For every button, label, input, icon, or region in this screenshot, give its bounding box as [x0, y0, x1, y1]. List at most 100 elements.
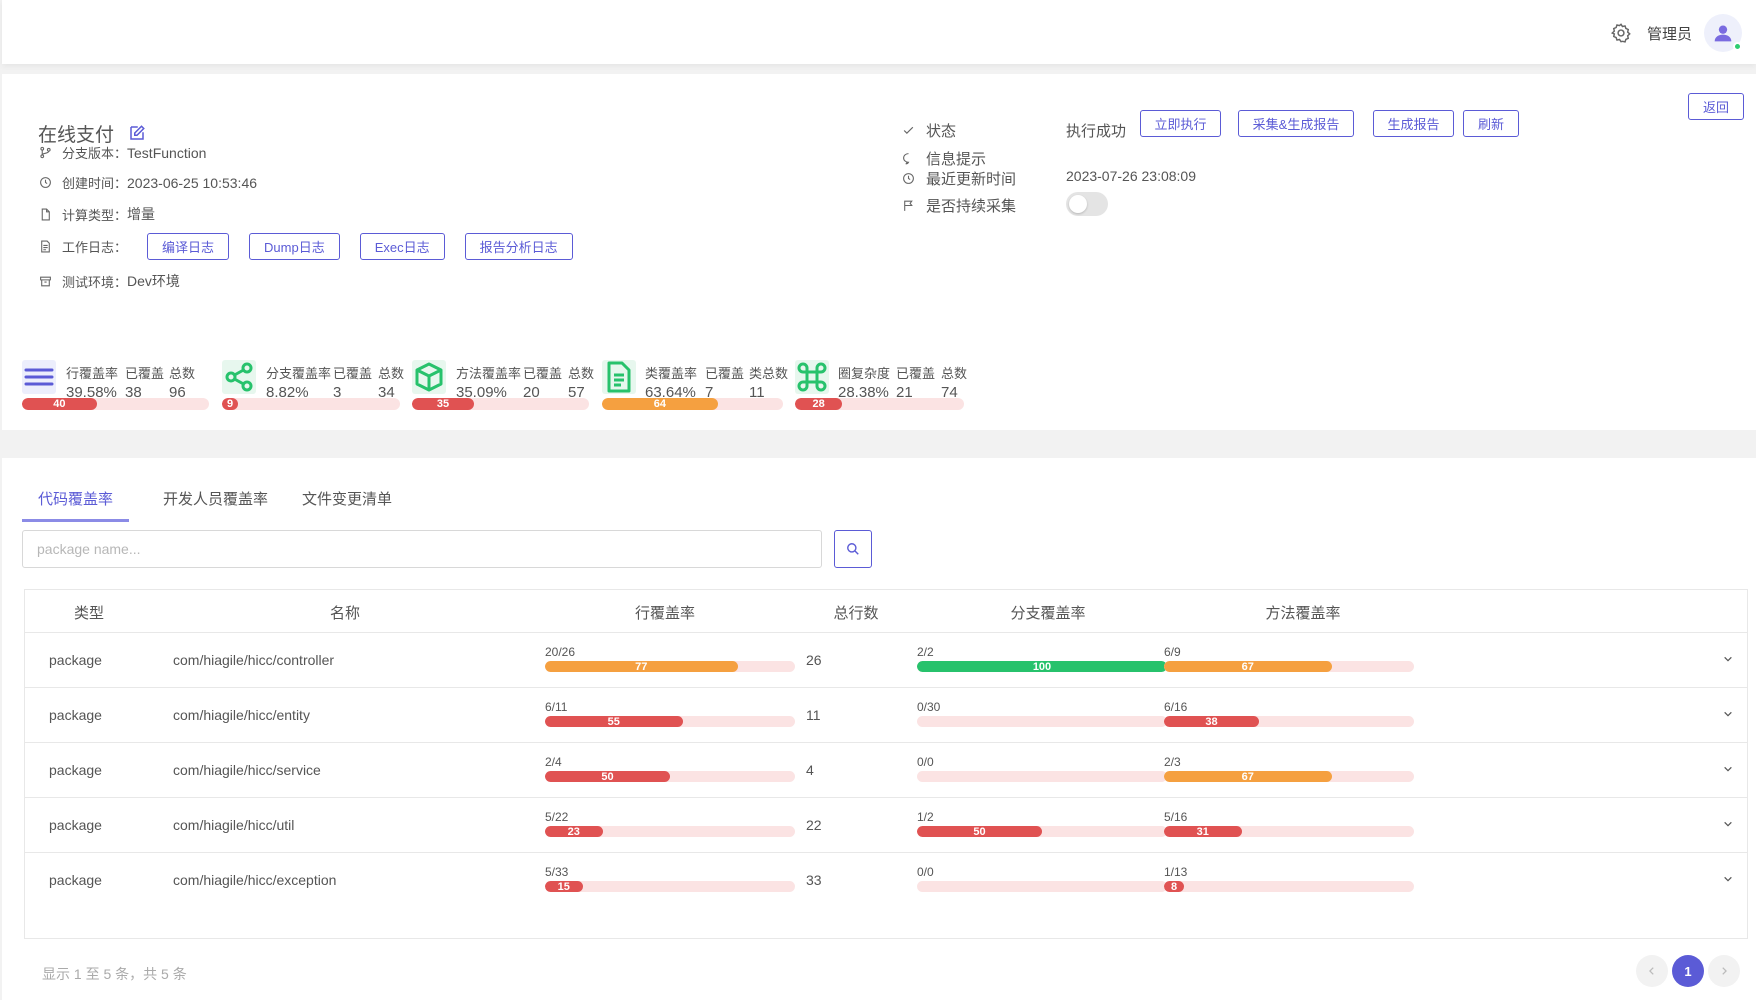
coverage-fraction: 1/13 [1164, 865, 1188, 879]
page-button-current[interactable]: 1 [1672, 955, 1704, 987]
column-header[interactable]: 方法覆盖率 [1265, 605, 1341, 622]
chevron-down-icon[interactable] [1721, 762, 1735, 776]
row-type: package [49, 762, 102, 778]
table-row[interactable]: package com/hiagile/hicc/util 5/22 23 22… [25, 798, 1747, 853]
metric-label: 已覆盖 [125, 366, 165, 381]
toggle-knob [1069, 195, 1087, 213]
edit-icon[interactable] [128, 124, 148, 144]
coverage-progress-fill: 23 [545, 826, 603, 837]
username[interactable]: 管理员 [1646, 25, 1692, 43]
file-icon [38, 207, 52, 221]
metric-value: 11 [749, 384, 765, 401]
coverage-fraction: 2/4 [545, 755, 562, 769]
row-total-lines: 4 [806, 762, 814, 778]
column-header[interactable]: 名称 [329, 605, 361, 622]
metric-value: 3 [333, 384, 342, 401]
metric-value: 57 [568, 384, 585, 401]
gear-icon[interactable] [1609, 21, 1633, 45]
row-type: package [49, 652, 102, 668]
coverage-progress-bar: 55 [545, 716, 795, 727]
tab-file-changes[interactable]: 文件变更清单 [302, 491, 393, 508]
metric-progress-fill: 9 [222, 398, 239, 410]
info-row: 信息提示 [900, 148, 986, 169]
metric-label: 类覆盖率 [645, 366, 698, 381]
search-input[interactable] [22, 530, 822, 568]
message-icon [900, 151, 916, 167]
column-header[interactable]: 行覆盖率 [634, 605, 696, 622]
chevron-down-icon[interactable] [1721, 872, 1735, 886]
metric-value: 28.38% [838, 384, 889, 401]
row-name[interactable]: com/hiagile/hicc/util [173, 817, 295, 833]
coverage-progress-bar: 15 [545, 881, 795, 892]
dump-log-button[interactable]: Dump日志 [249, 233, 340, 260]
metric-value: 63.64% [645, 384, 696, 401]
report-log-button[interactable]: 报告分析日志 [464, 233, 573, 260]
column-header[interactable]: 总行数 [833, 605, 879, 622]
coverage-progress-fill: 55 [545, 716, 683, 727]
metric-complexity: 圈复杂度 28.38% 已覆盖 21 总数 74 28 [795, 360, 975, 410]
method-coverage-cell: 2/3 67 [1164, 755, 1414, 787]
generate-report-button[interactable]: 生成报告 [1373, 110, 1454, 137]
metric-label: 总数 [941, 366, 968, 381]
coverage-progress-bar: 100 [917, 661, 1167, 672]
line-coverage-cell: 5/22 23 [545, 810, 795, 842]
coverage-fraction: 0/0 [917, 865, 934, 879]
coverage-progress-bar: 31 [1164, 826, 1414, 837]
row-name[interactable]: com/hiagile/hicc/service [173, 762, 321, 778]
method-coverage-cell: 1/13 8 [1164, 865, 1414, 897]
back-button[interactable]: 返回 [1688, 93, 1744, 120]
coverage-progress-fill: 15 [545, 881, 583, 892]
avatar[interactable] [1704, 14, 1742, 52]
metric-label: 分支覆盖率 [266, 366, 332, 381]
row-total-lines: 33 [806, 872, 822, 888]
compile-log-button[interactable]: 编译日志 [147, 233, 230, 260]
coverage-fraction: 2/3 [1164, 755, 1181, 769]
chevron-down-icon[interactable] [1721, 707, 1735, 721]
table-row[interactable]: package com/hiagile/hicc/entity 6/11 55 … [25, 688, 1747, 743]
continuous-toggle[interactable] [1066, 192, 1108, 216]
chevron-down-icon[interactable] [1721, 652, 1735, 666]
command-icon [795, 360, 831, 396]
coverage-card: 代码覆盖率 开发人员覆盖率 文件变更清单 类型 名称 行覆盖率 总行数 分支覆盖… [2, 458, 1756, 1000]
coverage-fraction: 0/30 [917, 700, 941, 714]
continuous-label: 是否持续采集 [926, 198, 1017, 215]
chevron-down-icon[interactable] [1721, 817, 1735, 831]
archive-icon [38, 274, 52, 288]
calc-value: 增量 [127, 206, 156, 222]
metric-progress-fill: 35 [412, 398, 474, 410]
next-page-button[interactable] [1708, 955, 1740, 987]
table-row[interactable]: package com/hiagile/hicc/controller 20/2… [25, 633, 1747, 688]
metric-progress-bar: 64 [602, 398, 783, 410]
metric-label: 已覆盖 [333, 366, 373, 381]
run-now-button[interactable]: 立即执行 [1140, 110, 1221, 137]
metric-value: 96 [169, 384, 186, 401]
table-row[interactable]: package com/hiagile/hicc/exception 5/33 … [25, 853, 1747, 908]
calc-label: 计算类型： [62, 207, 128, 223]
column-header[interactable]: 类型 [73, 605, 105, 622]
tab-developer-coverage[interactable]: 开发人员覆盖率 [163, 491, 269, 508]
top-bar: 管理员 [2, 0, 1756, 64]
refresh-button[interactable]: 刷新 [1463, 110, 1519, 137]
method-coverage-cell: 6/16 38 [1164, 700, 1414, 732]
coverage-progress-bar [917, 716, 1167, 727]
line-coverage-cell: 5/33 15 [545, 865, 795, 897]
tab-code-coverage[interactable]: 代码覆盖率 [22, 488, 130, 522]
table-row[interactable]: package com/hiagile/hicc/service 2/4 50 … [25, 743, 1747, 798]
row-name[interactable]: com/hiagile/hicc/entity [173, 707, 310, 723]
column-header[interactable]: 分支覆盖率 [1010, 605, 1086, 622]
exec-log-button[interactable]: Exec日志 [359, 233, 445, 260]
coverage-progress-fill: 67 [1164, 771, 1332, 782]
row-name[interactable]: com/hiagile/hicc/exception [173, 872, 337, 888]
method-coverage-cell: 6/9 67 [1164, 645, 1414, 677]
collect-generate-button[interactable]: 采集&生成报告 [1238, 110, 1354, 137]
metric-label: 类总数 [749, 366, 789, 381]
coverage-progress-bar: 50 [545, 771, 795, 782]
row-name[interactable]: com/hiagile/hicc/controller [173, 652, 335, 668]
coverage-progress-bar: 77 [545, 661, 795, 672]
prev-page-button[interactable] [1636, 955, 1668, 987]
row-total-lines: 26 [806, 652, 822, 668]
log-icon [38, 240, 52, 254]
created-value: 2023-06-25 10:53:46 [127, 174, 258, 191]
metric-value: 8.82% [266, 384, 309, 401]
search-button[interactable] [834, 530, 872, 568]
